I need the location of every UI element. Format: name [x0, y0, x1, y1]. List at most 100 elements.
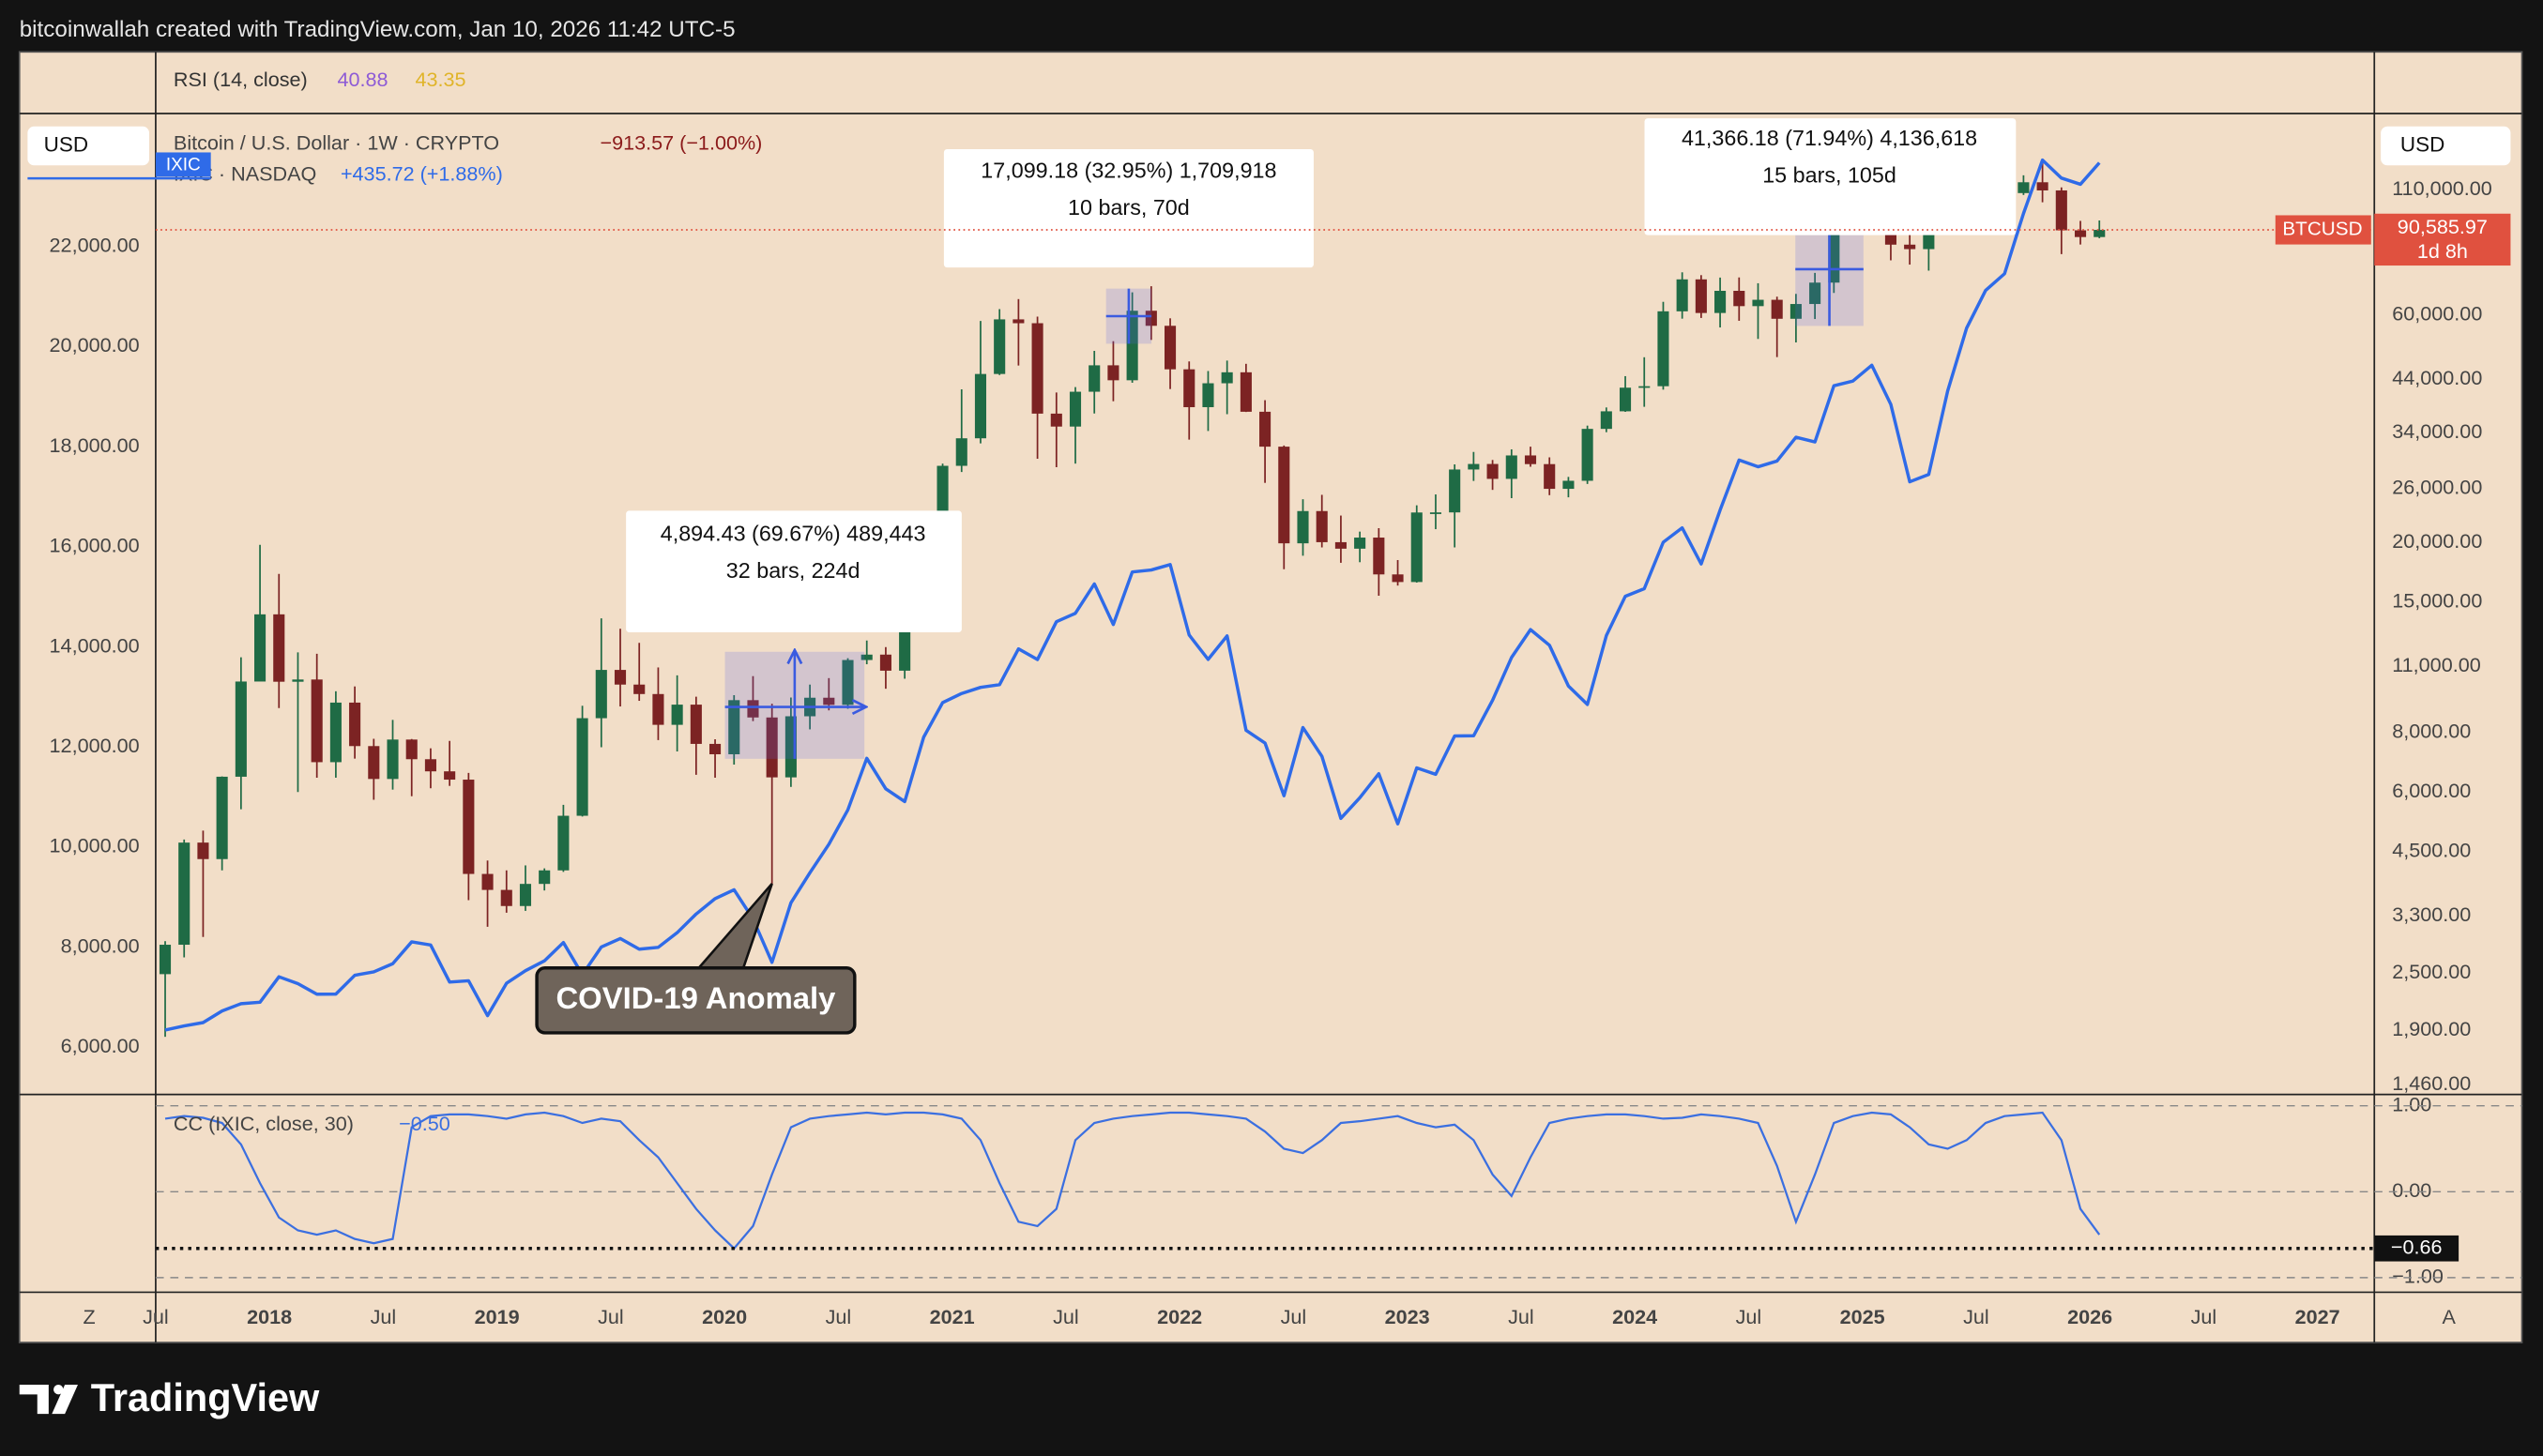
candle-body	[1031, 323, 1043, 414]
y2-tick-label: 8,000.00	[2392, 719, 2471, 742]
candle-body	[1354, 538, 1366, 549]
price-tag	[2275, 215, 2371, 245]
right-unit-box[interactable]	[2381, 126, 2511, 166]
candle-body	[1544, 463, 1556, 490]
x-tick-label: Jul	[598, 1305, 624, 1328]
ixic-tag	[155, 152, 211, 177]
y2-tick-label: 26,000.00	[2392, 475, 2482, 498]
reference-label: −0.66	[2391, 1235, 2443, 1258]
left-unit-box[interactable]	[27, 126, 150, 166]
candle-body	[614, 670, 627, 685]
countdown: 1d 8h	[2417, 239, 2468, 263]
candle-body	[652, 693, 664, 725]
y-tick-label: 20,000.00	[50, 333, 140, 356]
y2-tick-label: 15,000.00	[2392, 589, 2482, 613]
x-tick-label: 2023	[1385, 1305, 1430, 1328]
logo-mark	[53, 1384, 64, 1395]
candle-body	[2018, 182, 2030, 193]
candle-body	[823, 697, 835, 705]
x-tick-label: 2027	[2295, 1305, 2340, 1328]
brand-name: TradingView	[91, 1375, 320, 1419]
x-tick-label: Jul	[1053, 1305, 1079, 1328]
candle-body	[1733, 291, 1745, 307]
candle-body	[2074, 230, 2087, 237]
y2-tick-label: 34,000.00	[2392, 419, 2482, 443]
x-tick-label: Jul	[371, 1305, 397, 1328]
brand-logo	[19, 1384, 78, 1415]
y2-tick-label: 20,000.00	[2392, 529, 2482, 553]
candle-body	[405, 739, 418, 760]
candle-body	[557, 815, 570, 871]
candle-body	[1505, 455, 1517, 479]
rsi-label: RSI (14, close)	[174, 68, 308, 91]
y2-tick-label: 4,500.00	[2392, 838, 2471, 861]
y-tick-label: 12,000.00	[50, 734, 140, 757]
y2-tick-label: 1,460.00	[2392, 1071, 2471, 1095]
x-tick-label: 2018	[247, 1305, 292, 1328]
candle-body	[463, 780, 475, 874]
candle-body	[235, 681, 247, 777]
candle-body	[994, 319, 1006, 374]
logo-mark	[19, 1384, 49, 1415]
y2-tick-label: 2,500.00	[2392, 960, 2471, 983]
candle-body	[311, 679, 323, 763]
right-unit[interactable]: USD	[2400, 132, 2444, 156]
candle-body	[1619, 387, 1632, 412]
y-tick-label: 14,000.00	[50, 633, 140, 657]
ixic-tag-label: IXIC	[166, 155, 201, 174]
y2-tick-label: 6,000.00	[2392, 779, 2471, 802]
legend-btc-change: −913.57 (−1.00%)	[600, 131, 762, 155]
x-tick-label: 2025	[1840, 1305, 1885, 1328]
pane-separators	[19, 52, 2522, 1343]
auto-scale-button[interactable]: A	[2443, 1305, 2457, 1328]
price-tag-label: BTCUSD	[2282, 219, 2362, 240]
candle-body	[955, 438, 967, 466]
attribution: bitcoinwallah created with TradingView.c…	[20, 17, 736, 42]
candle-body	[1657, 311, 1669, 387]
measure-callout	[1644, 118, 2017, 235]
y-tick-label: 18,000.00	[50, 433, 140, 457]
candle-body	[178, 842, 190, 946]
measure-3: 41,366.18 (71.94%) 4,136,618 15 bars, 10…	[1644, 118, 2017, 326]
candle-body	[1714, 291, 1727, 313]
candle-body	[1050, 413, 1062, 427]
callout-text: COVID-19 Anomaly	[556, 980, 836, 1015]
candle-body	[292, 679, 304, 682]
candle-body	[387, 739, 399, 780]
candle-body	[842, 660, 854, 705]
measure-callout	[943, 149, 1314, 268]
legend-ixic-change: +435.72 (+1.88%)	[341, 161, 503, 185]
x-tick-label: 2026	[2067, 1305, 2112, 1328]
candle-body	[1259, 411, 1272, 447]
candle-body	[1145, 311, 1157, 326]
covid-callout: COVID-19 Anomaly	[535, 883, 857, 1035]
y-tick-label: 22,000.00	[50, 233, 140, 256]
candle-body	[519, 884, 532, 906]
candle-body	[159, 945, 172, 975]
x-tick-label: 2022	[1157, 1305, 1202, 1328]
x-tick-label: Jul	[1281, 1305, 1307, 1328]
logo-mark	[52, 1384, 78, 1415]
measure-detail: 10 bars, 70d	[1068, 195, 1190, 220]
candle-body	[444, 771, 456, 781]
candle-body	[1429, 512, 1442, 514]
y-tick-label: 0.00	[2392, 1178, 2431, 1202]
candle-body	[1069, 391, 1082, 427]
candle-body	[879, 654, 891, 671]
candle-body	[690, 705, 702, 744]
candle-body	[481, 873, 494, 890]
y-tick-label: 16,000.00	[50, 534, 140, 557]
measure-text: 4,894.43 (69.67%) 489,443	[661, 521, 926, 545]
candle-body	[1676, 279, 1688, 311]
left-unit[interactable]: USD	[44, 132, 88, 156]
plot-area: Jul 2018 Jul 2019 Jul 2020 Jul 2021 Jul 2022 Jul 20…	[50, 158, 2522, 1328]
candle-body	[2094, 230, 2106, 237]
candle-body	[1486, 463, 1499, 479]
y2-tick-label: 60,000.00	[2392, 302, 2482, 326]
candle-body	[1107, 365, 1119, 381]
x-tick-label: 2019	[475, 1305, 520, 1328]
zoom-button[interactable]: Z	[83, 1305, 95, 1328]
y-tick-label: 1.00	[2392, 1092, 2431, 1115]
candle-body	[197, 842, 209, 859]
